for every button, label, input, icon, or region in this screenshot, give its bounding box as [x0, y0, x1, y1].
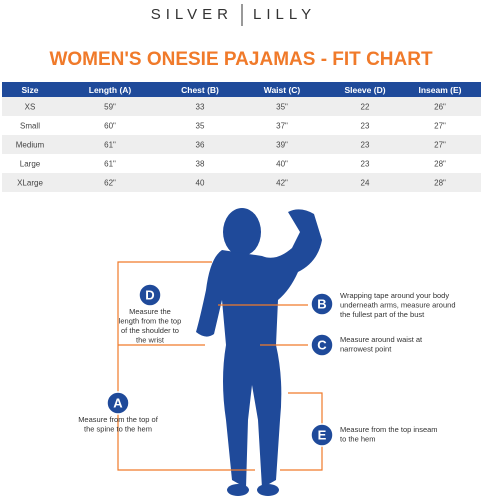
- table-cell: 62": [104, 179, 116, 188]
- table-cell: 40": [276, 160, 288, 169]
- callout-text: narrowest point: [340, 344, 392, 353]
- table-cell: 42": [276, 179, 288, 188]
- table-cell: 38: [196, 160, 205, 169]
- callout-badge: [106, 391, 130, 415]
- callout-text: of the shoulder to: [121, 326, 179, 335]
- header-cell: Sleeve (D): [344, 85, 385, 95]
- callout-letter: E: [318, 427, 327, 442]
- callout-letter: C: [317, 337, 327, 352]
- table-cell: 28": [434, 179, 446, 188]
- callout-text: underneath arms, measure around: [340, 300, 456, 309]
- callout-badge: [138, 283, 162, 307]
- table-row-bg: [2, 135, 481, 154]
- table-row-bg: [2, 97, 481, 116]
- table-cell: 27": [434, 122, 446, 131]
- callout-text: Measure from the top inseam: [340, 425, 438, 434]
- callout-text: Measure the: [129, 307, 171, 316]
- fit-table: Size Length (A) Chest (B) Waist (C) Sleeve (…: [2, 82, 481, 192]
- callout-text: to the hem: [340, 434, 375, 443]
- brand-left: SILVER: [151, 6, 233, 23]
- table-cell: XS: [25, 103, 36, 112]
- header-cell: Inseam (E): [419, 85, 462, 95]
- table-cell: 61": [104, 160, 116, 169]
- table-cell: XLarge: [17, 179, 43, 188]
- table-row-bg: [2, 116, 481, 135]
- table-cell: 27": [434, 141, 446, 150]
- table-cell: 37": [276, 122, 288, 131]
- callout-letter: D: [145, 287, 154, 302]
- brand-right: LILLY: [253, 6, 316, 23]
- table-cell: 22: [361, 103, 370, 112]
- header-cell: Size: [21, 85, 38, 95]
- callout-badge: [310, 423, 334, 447]
- table-cell: Medium: [16, 141, 45, 150]
- table-cell: 26": [434, 103, 446, 112]
- table-cell: 61": [104, 141, 116, 150]
- callout-letter: B: [317, 296, 326, 311]
- figure: [196, 208, 322, 496]
- table-row-bg: [2, 154, 481, 173]
- callout-text: Measure around waist at: [340, 335, 423, 344]
- table-cell: 28": [434, 160, 446, 169]
- table-header-bg: [2, 82, 481, 97]
- callout-text: the wrist: [136, 335, 165, 344]
- title: WOMEN'S ONESIE PAJAMAS - FIT CHART: [49, 49, 433, 70]
- callout-letter: A: [113, 395, 123, 410]
- table-cell: 59": [104, 103, 116, 112]
- callout-text: the fullest part of the bust: [340, 310, 425, 319]
- table-cell: 35: [196, 122, 205, 131]
- callout-text: length from the top: [119, 316, 182, 325]
- table-cell: 40: [196, 179, 205, 188]
- table-cell: 60": [104, 122, 116, 131]
- table-cell: 24: [361, 179, 370, 188]
- callout-text: Measure from the top of: [78, 415, 159, 424]
- table-cell: Large: [20, 160, 41, 169]
- callout-badge: [310, 292, 334, 316]
- table-cell: 35": [276, 103, 288, 112]
- table-row-bg: [2, 173, 481, 192]
- callout-text: Wrapping tape around your body: [340, 291, 449, 300]
- table-cell: Small: [20, 122, 40, 131]
- callout-text: the spine to the hem: [84, 424, 152, 433]
- table-cell: 23: [361, 122, 370, 131]
- header-cell: Waist (C): [264, 85, 301, 95]
- table-cell: 39": [276, 141, 288, 150]
- table-cell: 23: [361, 160, 370, 169]
- callout-badge: [310, 333, 334, 357]
- table-cell: 23: [361, 141, 370, 150]
- header-cell: Length (A): [89, 85, 132, 95]
- header-cell: Chest (B): [181, 85, 219, 95]
- table-cell: 36: [196, 141, 205, 150]
- table-cell: 33: [196, 103, 205, 112]
